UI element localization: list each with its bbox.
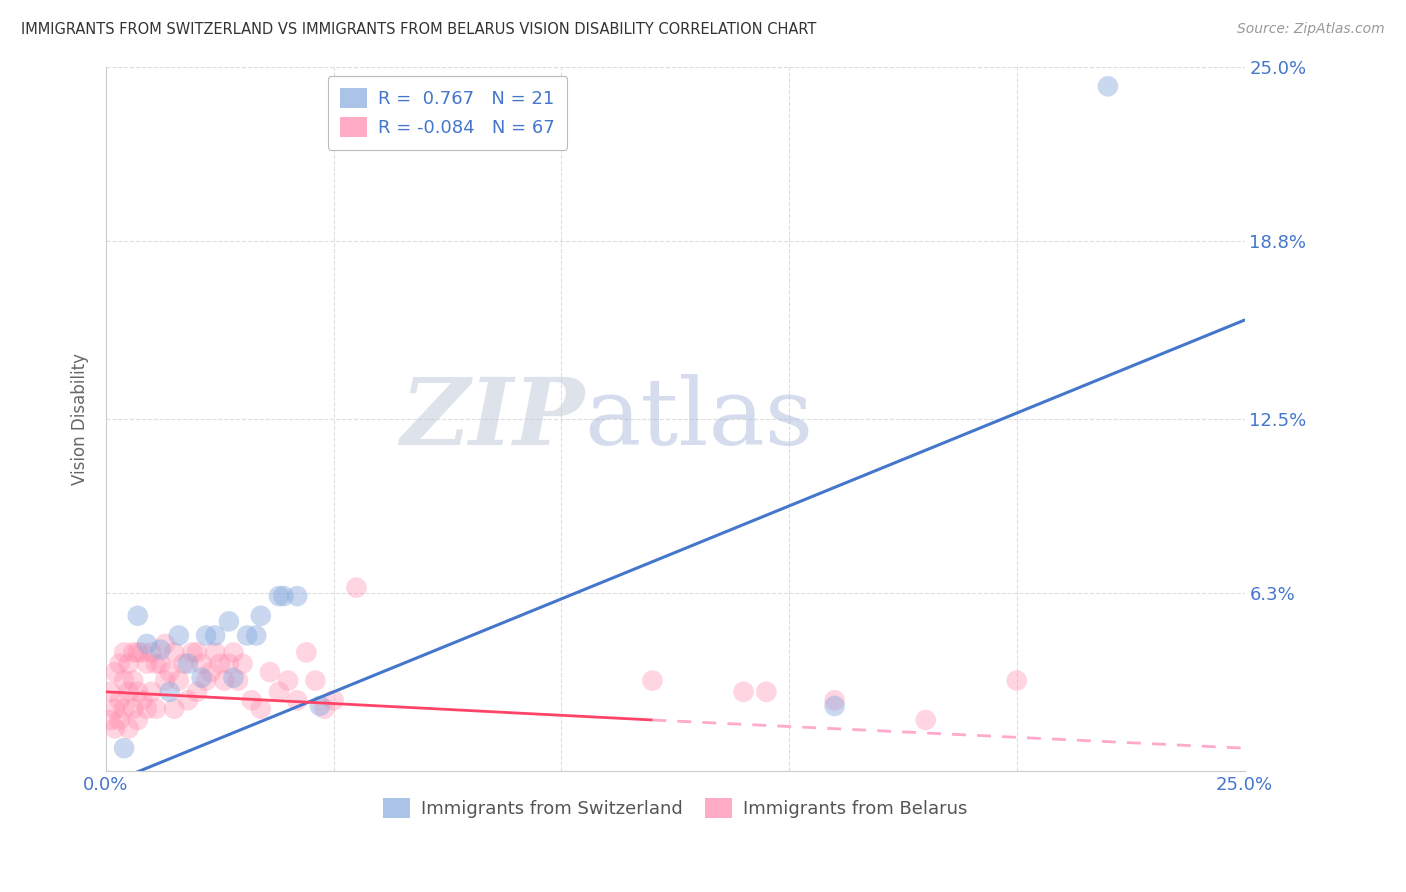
Point <box>295 645 318 659</box>
Point <box>1005 673 1028 688</box>
Point <box>177 657 200 671</box>
Point <box>145 657 167 671</box>
Point <box>322 693 344 707</box>
Point <box>733 685 755 699</box>
Point <box>122 645 145 659</box>
Text: IMMIGRANTS FROM SWITZERLAND VS IMMIGRANTS FROM BELARUS VISION DISABILITY CORRELA: IMMIGRANTS FROM SWITZERLAND VS IMMIGRANT… <box>21 22 817 37</box>
Point <box>214 673 236 688</box>
Point <box>122 673 145 688</box>
Point <box>222 671 245 685</box>
Point <box>159 665 181 679</box>
Point <box>112 673 135 688</box>
Point <box>208 657 231 671</box>
Point <box>285 693 308 707</box>
Point <box>755 685 778 699</box>
Point <box>153 637 176 651</box>
Point <box>131 645 153 659</box>
Point <box>236 628 259 642</box>
Point <box>153 673 176 688</box>
Point <box>135 657 157 671</box>
Point <box>186 645 208 659</box>
Point <box>914 713 936 727</box>
Point <box>159 685 181 699</box>
Point <box>118 722 141 736</box>
Point <box>177 693 200 707</box>
Point <box>259 665 281 679</box>
Point <box>226 673 249 688</box>
Point <box>127 713 149 727</box>
Point <box>135 637 157 651</box>
Point <box>218 615 240 629</box>
Point <box>824 693 846 707</box>
Legend: Immigrants from Switzerland, Immigrants from Belarus: Immigrants from Switzerland, Immigrants … <box>377 790 974 825</box>
Point <box>127 685 149 699</box>
Point <box>186 685 208 699</box>
Point <box>104 702 127 716</box>
Point <box>249 702 271 716</box>
Point <box>222 645 245 659</box>
Point <box>112 645 135 659</box>
Point <box>145 702 167 716</box>
Point <box>190 657 212 671</box>
Point <box>135 702 157 716</box>
Point <box>112 702 135 716</box>
Point <box>309 698 332 713</box>
Point <box>118 685 141 699</box>
Point <box>108 693 131 707</box>
Y-axis label: Vision Disability: Vision Disability <box>72 352 89 484</box>
Point <box>104 665 127 679</box>
Text: ZIP: ZIP <box>399 374 583 464</box>
Point <box>118 657 141 671</box>
Point <box>344 581 367 595</box>
Point <box>172 657 194 671</box>
Point <box>181 645 204 659</box>
Point <box>108 657 131 671</box>
Point <box>218 657 240 671</box>
Point <box>240 693 263 707</box>
Point <box>141 685 163 699</box>
Point <box>204 628 226 642</box>
Point <box>245 628 267 642</box>
Point <box>249 608 271 623</box>
Point <box>163 645 186 659</box>
Point <box>273 589 295 603</box>
Point <box>149 657 172 671</box>
Point <box>149 642 172 657</box>
Point <box>190 671 212 685</box>
Point <box>267 589 290 603</box>
Point <box>195 673 218 688</box>
Point <box>204 645 226 659</box>
Point <box>277 673 299 688</box>
Point <box>104 722 127 736</box>
Point <box>167 628 190 642</box>
Point <box>195 628 218 642</box>
Point <box>641 673 664 688</box>
Point <box>304 673 326 688</box>
Point <box>100 685 122 699</box>
Text: atlas: atlas <box>583 374 814 464</box>
Point <box>285 589 308 603</box>
Point <box>112 741 135 756</box>
Point <box>127 645 149 659</box>
Point <box>141 645 163 659</box>
Point <box>108 713 131 727</box>
Point <box>131 693 153 707</box>
Point <box>1097 79 1119 94</box>
Point <box>100 713 122 727</box>
Point <box>122 702 145 716</box>
Text: Source: ZipAtlas.com: Source: ZipAtlas.com <box>1237 22 1385 37</box>
Point <box>200 665 222 679</box>
Point <box>267 685 290 699</box>
Point <box>824 698 846 713</box>
Point <box>163 702 186 716</box>
Point <box>232 657 254 671</box>
Point <box>314 702 336 716</box>
Point <box>127 608 149 623</box>
Point <box>167 673 190 688</box>
